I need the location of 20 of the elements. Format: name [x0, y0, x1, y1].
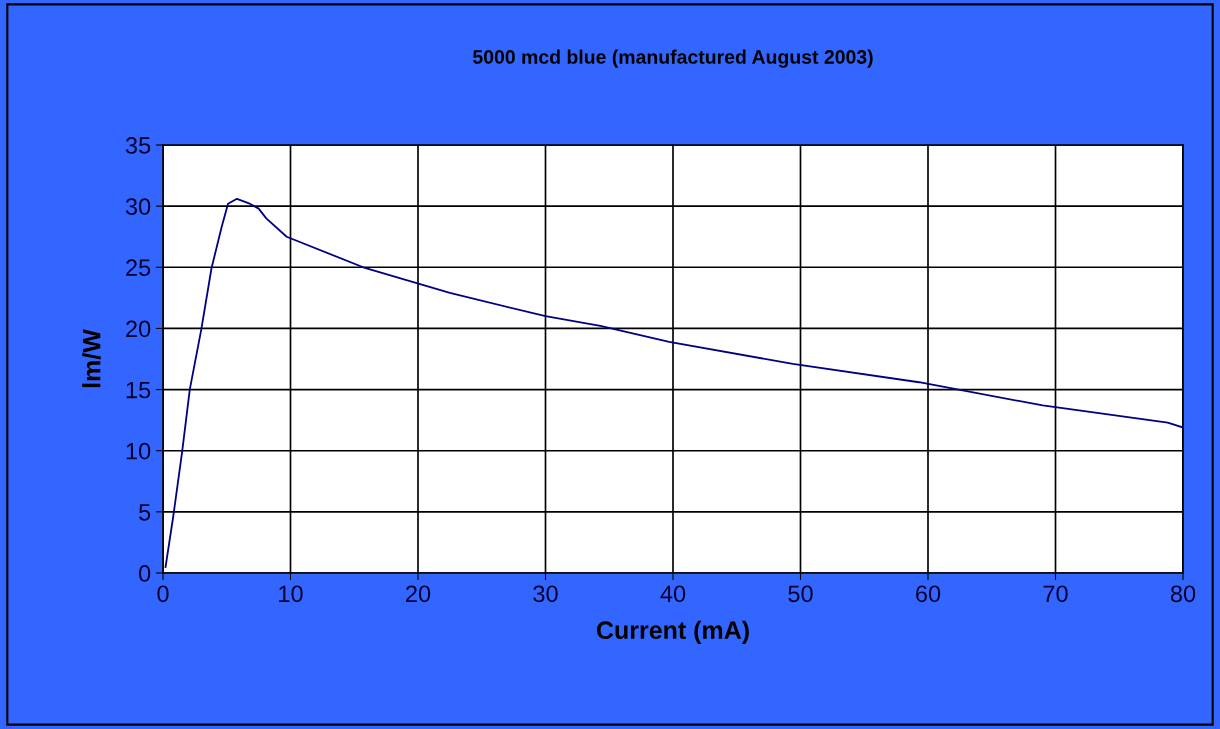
x-tick-label: 60 — [916, 585, 941, 603]
x-tick-label: 50 — [788, 585, 813, 603]
x-tick-label: 80 — [1170, 585, 1196, 603]
y-axis-title: lm/W — [82, 329, 101, 388]
x-tick-label: 0 — [157, 585, 169, 603]
x-tick-label: 10 — [279, 585, 303, 603]
y-tick-label: 15 — [126, 381, 151, 399]
x-axis-title: Current (mA) — [596, 620, 749, 645]
y-tick-label: 20 — [126, 320, 151, 338]
chart-title: 5000 mcd blue (manufactured August 2003) — [473, 49, 873, 68]
y-tick-label: 35 — [125, 137, 151, 154]
y-tick-label: 30 — [125, 198, 151, 215]
x-tick-label: 40 — [660, 585, 686, 603]
x-tick-label: 20 — [406, 585, 431, 603]
x-tick-label: 30 — [533, 585, 558, 603]
y-tick-label: 10 — [126, 442, 151, 460]
y-tick-label: 5 — [139, 504, 151, 521]
y-tick-label: 0 — [138, 565, 151, 582]
x-tick-label: 70 — [1043, 585, 1068, 603]
y-tick-label: 25 — [126, 259, 151, 277]
